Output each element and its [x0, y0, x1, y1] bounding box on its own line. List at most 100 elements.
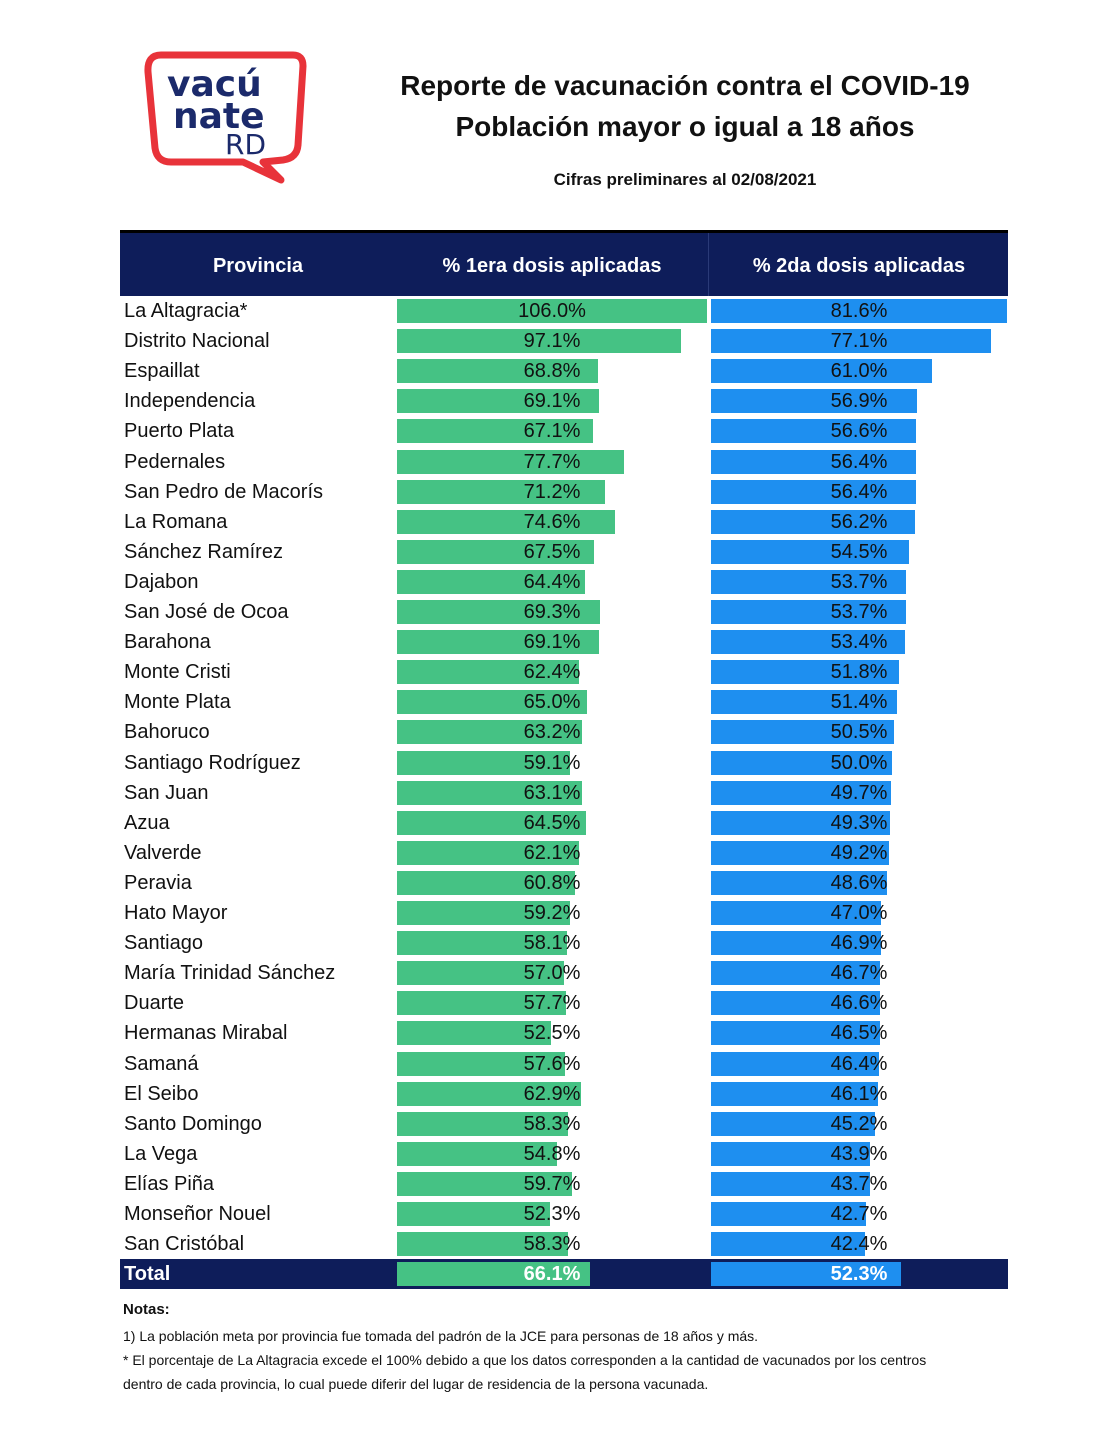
- dose-2-bar: [711, 720, 895, 745]
- province-name: San Pedro de Macorís: [124, 480, 323, 503]
- dose-1-label: 64.4%: [523, 570, 581, 593]
- dose-1-bar: [397, 780, 582, 805]
- dose-1-label: 97.1%: [523, 330, 581, 353]
- table-row: San José de Ocoa 69.3% 53.7%: [120, 597, 1008, 627]
- dose-2-bar: [711, 1021, 880, 1046]
- dose-2-bar: [711, 750, 893, 775]
- total-label: Total: [124, 1263, 171, 1286]
- dose-1-label: 63.2%: [523, 721, 581, 744]
- dose-1-bar: [397, 690, 588, 715]
- dose-2-label: 42.7%: [830, 1203, 888, 1225]
- dose-1-bar: [397, 750, 570, 775]
- note-2-line-2: dentro de cada provincia, lo cual puede …: [123, 1376, 709, 1392]
- table-row: La Vega 54.8% 43.9%: [120, 1139, 1008, 1169]
- province-name: Azua: [124, 811, 170, 834]
- dose-2-bar: [711, 419, 917, 444]
- note-1: 1) La población meta por provincia fue t…: [123, 1328, 759, 1344]
- dose-2-label: 48.6%: [830, 871, 888, 894]
- dose-1-bar: [397, 720, 582, 745]
- dose-1-bar: [397, 1232, 568, 1257]
- province-name: Monte Plata: [124, 691, 231, 714]
- dose-1-bar: [397, 329, 681, 354]
- dose-1-label: 63.1%: [523, 781, 581, 804]
- total-dose-2-label: 52.3%: [830, 1263, 888, 1286]
- table-row: Azua 64.5% 49.3%: [120, 808, 1008, 838]
- table-row: Bahoruco 63.2% 50.5%: [120, 717, 1008, 747]
- dose-1-bar: [397, 479, 606, 504]
- province-name: Duarte: [124, 992, 185, 1015]
- dose-2-bar: [711, 690, 898, 715]
- dose-2-label: 54.5%: [830, 540, 888, 563]
- dose-1-bar: [397, 961, 564, 986]
- table-row: Dajabon 64.4% 53.7%: [120, 567, 1008, 597]
- table-row: Hato Mayor 59.2% 47.0%: [120, 898, 1008, 928]
- dose-2-bar: [711, 931, 882, 956]
- province-name: Pedernales: [124, 450, 226, 473]
- dose-1-label: 54.8%: [523, 1142, 581, 1165]
- dose-1-bar: [397, 810, 586, 835]
- logo-line-1: vacú: [167, 64, 262, 105]
- dose-1-bar: [397, 600, 600, 624]
- dose-1-label: 64.5%: [523, 811, 581, 834]
- province-name: Hermanas Mirabal: [124, 1022, 288, 1045]
- province-name: Samaná: [124, 1052, 199, 1075]
- province-name: Dajabon: [124, 570, 199, 593]
- table-row: Monte Cristi 62.4% 51.8%: [120, 657, 1008, 687]
- dose-1-bar: [397, 299, 707, 323]
- province-name: Santiago: [124, 932, 203, 955]
- dose-1-label: 68.8%: [523, 360, 581, 383]
- dose-2-bar: [711, 840, 890, 865]
- table-row: Espaillat 68.8% 61.0%: [120, 356, 1008, 386]
- dose-1-label: 52.5%: [523, 1022, 581, 1045]
- dose-1-label: 77.7%: [523, 450, 581, 473]
- province-name: Peravia: [124, 871, 192, 894]
- table-row: Puerto Plata 67.1% 56.6%: [120, 416, 1008, 446]
- dose-2-bar: [711, 901, 882, 925]
- dose-1-bar: [397, 539, 595, 564]
- dose-1-label: 67.5%: [523, 540, 581, 563]
- province-name: Santiago Rodríguez: [124, 751, 301, 774]
- dose-2-bar: [711, 299, 1007, 323]
- dose-2-bar: [711, 449, 916, 474]
- dose-1-bar: [397, 630, 600, 655]
- dose-2-label: 46.7%: [830, 962, 888, 985]
- total-dose-2-bar: [711, 1262, 901, 1287]
- dose-2-bar: [711, 961, 881, 986]
- table-row: Monte Plata 65.0% 51.4%: [120, 687, 1008, 717]
- province-name: Elías Piña: [124, 1172, 215, 1195]
- dose-2-bar: [711, 870, 888, 895]
- dose-2-label: 51.8%: [830, 661, 888, 684]
- table-row: Santo Domingo 58.3% 45.2%: [120, 1109, 1008, 1139]
- dose-2-label: 56.2%: [830, 510, 888, 533]
- dose-1-label: 59.7%: [523, 1172, 581, 1195]
- dose-1-bar: [397, 870, 575, 895]
- dose-1-bar: [397, 419, 594, 444]
- dose-1-label: 69.1%: [523, 631, 581, 654]
- dose-2-bar: [711, 509, 915, 534]
- dose-2-bar: [711, 630, 905, 655]
- dose-2-label: 53.7%: [830, 570, 888, 593]
- table-row: Sánchez Ramírez 67.5% 54.5%: [120, 537, 1008, 567]
- dose-2-label: 77.1%: [830, 330, 888, 353]
- dose-1-label: 59.1%: [523, 751, 581, 774]
- dose-1-label: 58.3%: [523, 1233, 581, 1256]
- note-2-line-1: * El porcentaje de La Altagracia excede …: [123, 1352, 927, 1368]
- dose-1-label: 62.4%: [523, 661, 581, 684]
- dose-2-bar: [711, 991, 881, 1016]
- table-row: Samaná 57.6% 46.4%: [120, 1049, 1008, 1079]
- dose-1-label: 65.0%: [523, 691, 581, 714]
- report-title-line-2: Población mayor o igual a 18 años: [455, 111, 915, 142]
- province-name: Monte Cristi: [124, 661, 231, 684]
- dose-1-label: 60.8%: [523, 871, 581, 894]
- dose-2-label: 51.4%: [830, 691, 888, 714]
- dose-2-label: 49.3%: [830, 811, 888, 834]
- dose-2-bar: [711, 359, 933, 384]
- dose-1-label: 52.3%: [523, 1203, 581, 1225]
- province-name: San Cristóbal: [124, 1233, 245, 1256]
- province-name: Bahoruco: [124, 721, 210, 744]
- province-name: Valverde: [124, 841, 202, 864]
- logo-line-2: nate: [173, 96, 265, 137]
- table-row: Peravia 60.8% 48.6%: [120, 868, 1008, 898]
- table-row: Pedernales 77.7% 56.4%: [120, 447, 1008, 477]
- table-row: San Pedro de Macorís 71.2% 56.4%: [120, 477, 1008, 507]
